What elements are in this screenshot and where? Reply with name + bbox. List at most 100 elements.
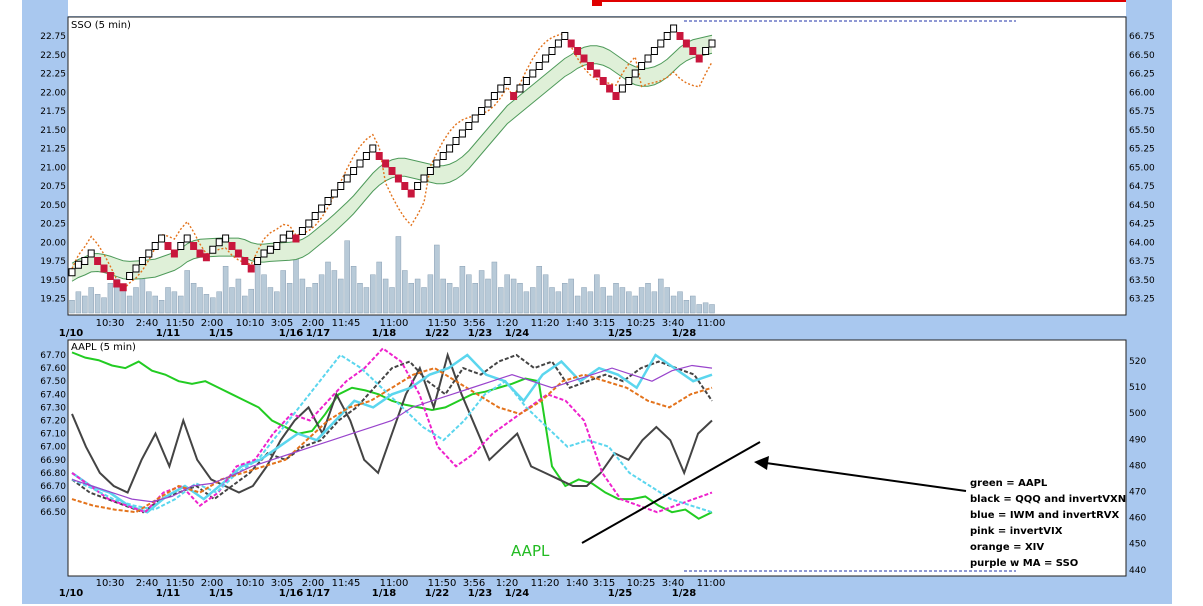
series-line-blue — [71, 353, 713, 514]
x-time-label: 11:20 — [531, 578, 560, 589]
y-tick-label: 19.75 — [40, 257, 66, 267]
x-time-label: 1:20 — [496, 578, 518, 589]
renko-brick — [682, 39, 690, 48]
renko-brick — [330, 189, 338, 198]
y-tick-label: 64.25 — [1129, 220, 1155, 230]
renko-brick — [145, 249, 153, 258]
volume-bar — [146, 291, 152, 314]
renko-brick — [177, 242, 185, 250]
volume-bar — [555, 291, 562, 314]
y-tick-label: 21.50 — [40, 126, 66, 136]
renko-brick — [497, 84, 505, 93]
volume-bar — [613, 283, 619, 314]
sso-left-axis: 22.75 22.50 22.25 22.00 21.75 21.50 21.25 21.00… — [40, 32, 66, 305]
renko-brick — [292, 234, 300, 243]
volume-bar — [421, 287, 427, 314]
sso-panel-title: SSO (5 min) — [71, 20, 131, 31]
y-tick-label: 490 — [1129, 435, 1146, 445]
x-date-label: 1/11 — [156, 328, 181, 339]
volume-bar — [248, 288, 254, 314]
renko-brick — [190, 242, 198, 250]
y-tick-label: 67.70 — [40, 351, 66, 361]
volume-bar — [510, 278, 517, 314]
legend-entry: orange = XIV — [970, 542, 1044, 553]
volume-bar — [286, 283, 293, 314]
renko-brick — [337, 182, 345, 190]
x-date-label: 1/11 — [156, 588, 181, 599]
aapl-panel: AAPL (5 min) 67.7067.6067.5067.4067.3067… — [40, 339, 1146, 599]
volume-bar — [453, 287, 459, 314]
arrow-shaft — [765, 462, 967, 492]
renko-brick — [478, 107, 486, 115]
volume-bar — [165, 287, 171, 314]
renko-brick — [183, 234, 191, 243]
y-tick-label: 65.00 — [1129, 163, 1155, 173]
y-tick-label: 63.50 — [1129, 276, 1155, 286]
y-tick-label: 65.75 — [1129, 107, 1155, 117]
renko-brick — [542, 54, 550, 63]
volume-bar — [440, 278, 446, 314]
x-time-label: 3:15 — [593, 318, 615, 329]
y-tick-label: 66.50 — [40, 508, 66, 518]
x-time-label: 2:00 — [302, 578, 324, 589]
y-tick-label: 67.10 — [40, 430, 66, 440]
volume-bar — [293, 253, 299, 314]
volume-bar — [152, 295, 158, 314]
volume-bar — [171, 291, 178, 314]
x-date-label: 1/22 — [425, 328, 450, 339]
renko-brick — [529, 69, 537, 78]
y-tick-label: 66.60 — [40, 495, 66, 505]
y-tick-label: 67.00 — [40, 443, 66, 453]
aapl-x-axis: 10:30 2:40 11:50 2:00 10:10 3:05 2:00 11:45 11:0… — [59, 578, 726, 599]
y-tick-label: 22.25 — [40, 70, 66, 80]
volume-bar — [267, 287, 274, 314]
volume-bar — [683, 300, 690, 314]
x-time-label: 10:10 — [236, 578, 265, 589]
volume-bar — [120, 288, 126, 314]
renko-brick — [414, 182, 422, 190]
volume-bar — [370, 274, 376, 314]
renko-brick — [580, 54, 588, 63]
volume-bar — [184, 270, 190, 314]
y-tick-label: 470 — [1129, 488, 1146, 498]
volume-bar — [280, 270, 286, 314]
y-tick-label: 19.25 — [40, 295, 66, 305]
volume-bar — [306, 287, 312, 314]
top-strip — [68, 0, 1126, 16]
renko-brick — [465, 122, 473, 130]
volume-bar — [536, 266, 542, 314]
renko-brick — [87, 249, 95, 258]
renko-brick — [554, 39, 562, 48]
renko-brick — [670, 24, 678, 33]
renko-brick — [401, 182, 409, 190]
renko-brick — [695, 54, 703, 63]
volume-bar — [587, 291, 594, 314]
renko-brick — [74, 260, 82, 269]
x-time-label: 3:05 — [271, 578, 293, 589]
renko-brick — [420, 174, 428, 183]
volume-bar — [690, 295, 696, 314]
renko-brick — [593, 69, 601, 78]
volume-bar — [466, 274, 472, 314]
x-time-label: 11:45 — [332, 318, 361, 329]
aapl-annotation: AAPL — [511, 542, 550, 560]
y-tick-label: 66.80 — [40, 469, 66, 479]
y-tick-label: 66.50 — [1129, 51, 1155, 61]
y-tick-label: 20.00 — [40, 238, 66, 248]
renko-brick — [522, 77, 530, 85]
volume-bar — [229, 287, 235, 314]
renko-brick — [298, 227, 306, 235]
renko-brick — [439, 152, 447, 160]
y-tick-label: 67.40 — [40, 390, 66, 400]
renko-brick — [375, 152, 383, 160]
renko-brick — [388, 167, 396, 175]
renko-brick — [362, 152, 370, 160]
y-tick-label: 65.25 — [1129, 145, 1155, 155]
volume-bar — [638, 287, 645, 314]
trend-line — [581, 441, 761, 544]
volume-bar — [107, 283, 114, 314]
x-time-label: 11:00 — [697, 578, 726, 589]
y-tick-label: 440 — [1129, 566, 1146, 576]
renko-brick — [676, 32, 684, 40]
y-tick-label: 22.00 — [40, 88, 66, 98]
